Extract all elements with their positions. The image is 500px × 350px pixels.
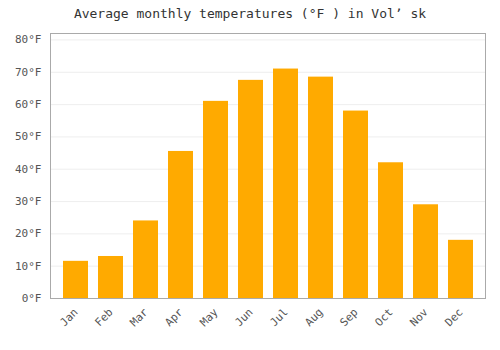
svg-text:0°F: 0°F: [22, 292, 42, 305]
svg-text:May: May: [197, 305, 221, 329]
svg-text:Dec: Dec: [442, 306, 465, 329]
svg-text:80°F: 80°F: [15, 33, 42, 46]
svg-text:Jun: Jun: [232, 306, 255, 329]
svg-text:70°F: 70°F: [15, 66, 42, 79]
svg-text:Aug: Aug: [302, 306, 325, 329]
svg-text:50°F: 50°F: [15, 130, 42, 143]
svg-text:20°F: 20°F: [15, 227, 42, 240]
svg-text:Sep: Sep: [337, 306, 360, 329]
svg-text:60°F: 60°F: [15, 98, 42, 111]
svg-text:Nov: Nov: [407, 305, 431, 329]
svg-text:Mar: Mar: [127, 305, 151, 329]
svg-text:Jan: Jan: [57, 306, 80, 329]
svg-text:Feb: Feb: [92, 306, 115, 329]
svg-text:Oct: Oct: [372, 306, 395, 329]
svg-text:Jul: Jul: [267, 306, 290, 329]
html-text:Average monthly temperatures (: Average monthly temperatures (°F ) in Vo…: [73, 6, 427, 21]
svg-text:40°F: 40°F: [15, 163, 42, 176]
svg-text:30°F: 30°F: [15, 195, 42, 208]
svg-text:Apr: Apr: [162, 305, 186, 329]
svg-text:10°F: 10°F: [15, 260, 42, 273]
